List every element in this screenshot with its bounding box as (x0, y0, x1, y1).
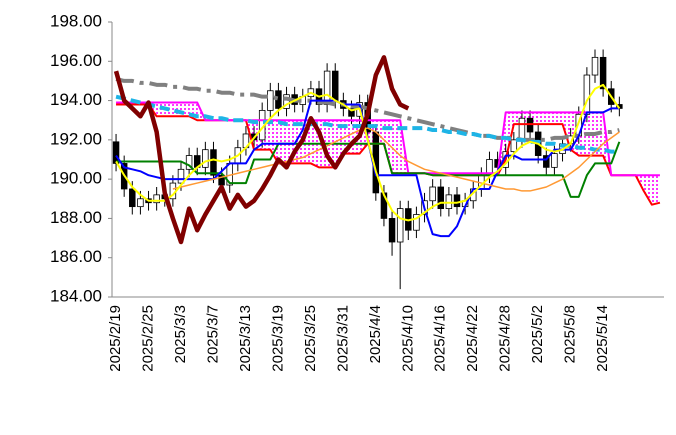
cloud-segment (538, 112, 547, 125)
candle-body (331, 70, 339, 101)
cloud-segment (383, 120, 393, 174)
indicator-line (116, 101, 660, 177)
x-tick-label: 2025/3/31 (334, 305, 351, 372)
x-tick-label: 2025/3/25 (302, 305, 319, 372)
x-tick-label: 2025/5/14 (594, 305, 611, 372)
x-tick-label: 2025/4/22 (464, 305, 481, 372)
candle-body (413, 214, 420, 231)
candle-layer (112, 49, 623, 290)
x-tick-label: 2025/5/2 (529, 305, 546, 363)
cloud-segment (278, 120, 287, 164)
x-tick-label: 2025/3/19 (269, 305, 286, 372)
indicator-line (172, 127, 620, 192)
cloud-segment (554, 112, 563, 125)
y-tick-label: 198.00 (50, 11, 102, 30)
candle-body (185, 155, 193, 170)
candle-body (202, 149, 209, 168)
x-tick-label: 2025/5/8 (562, 305, 579, 363)
candle-body (453, 194, 461, 208)
x-tick-label: 2025/2/19 (107, 305, 124, 372)
candle-body (437, 186, 445, 210)
x-tick-label: 2025/3/7 (204, 305, 221, 363)
candle-body (283, 94, 290, 109)
candle-body (518, 117, 526, 141)
candle-body (388, 218, 396, 243)
indicator-line (113, 55, 410, 245)
indicator-line (115, 83, 621, 222)
y-tick-label: 190.00 (50, 169, 102, 188)
x-tick-label: 2025/4/16 (432, 305, 449, 372)
cloud-segment (643, 175, 652, 205)
candle-body (267, 90, 274, 111)
candle-body (137, 198, 144, 208)
x-tick-label: 2025/4/4 (367, 305, 384, 363)
x-tick-label: 2025/4/10 (399, 305, 416, 372)
line-layer (113, 55, 661, 245)
candle-body (396, 208, 404, 243)
indicator-line (115, 94, 620, 154)
cloud-segment (651, 175, 660, 205)
y-tick-label: 192.00 (50, 129, 102, 148)
x-tick-label: 2025/2/25 (139, 305, 156, 372)
x-tick-label: 2025/3/13 (237, 305, 254, 372)
candle-body (153, 194, 160, 204)
candle-body (599, 56, 607, 90)
candle-body (510, 139, 518, 153)
label-layer: 184.00 186.00 188.00 190.00 192.00 194.00 196.… (50, 11, 611, 371)
y-tick-label: 188.00 (50, 208, 102, 227)
y-tick-label: 196.00 (50, 51, 102, 70)
candle-body (129, 188, 136, 208)
y-tick-label: 194.00 (50, 90, 102, 109)
candle-body (323, 70, 331, 105)
candle-body (429, 186, 436, 202)
candle-body (543, 155, 550, 168)
candle-body (210, 149, 217, 176)
x-tick-label: 2025/3/3 (172, 305, 189, 363)
x-tick-label: 2025/4/28 (497, 305, 514, 372)
candle-body (177, 168, 185, 184)
y-tick-label: 186.00 (50, 247, 102, 266)
y-tick-label: 184.00 (50, 286, 102, 305)
candle-body (591, 56, 599, 76)
cloud-segment (546, 112, 555, 125)
candle-body (551, 153, 558, 168)
cloud-segment (392, 120, 401, 174)
